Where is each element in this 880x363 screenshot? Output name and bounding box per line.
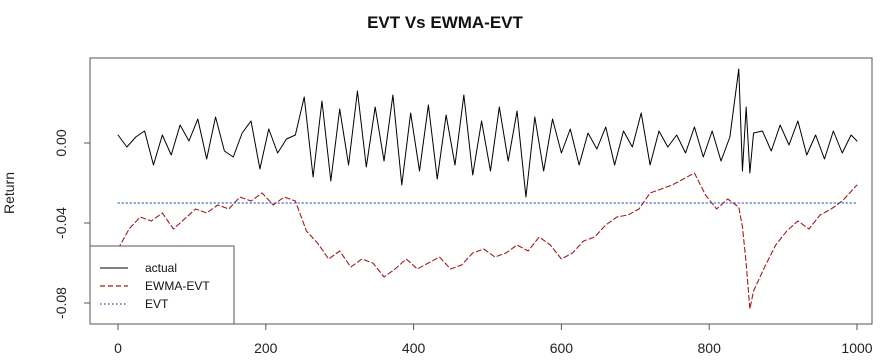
y-axis-tick-label: -0.08 (53, 287, 69, 319)
y-axis-tick-label: 0.00 (53, 129, 69, 156)
x-axis-tick-label: 600 (550, 340, 574, 356)
y-axis-label: Return (1, 172, 17, 214)
plot-border (89, 57, 873, 325)
x-axis: 0 200 400 600 800 1000 (114, 324, 873, 356)
series-line-ewma-evt (117, 172, 858, 310)
legend-label-evt: EVT (145, 297, 169, 311)
legend-label-ewma-evt: EWMA-EVT (145, 279, 210, 293)
y-axis: 0.00 -0.04 -0.08 (53, 129, 90, 319)
x-axis-tick-label: 0 (114, 340, 122, 356)
series-layer (117, 68, 858, 310)
x-axis-tick-label: 400 (402, 340, 426, 356)
x-axis-tick-label: 1000 (841, 340, 872, 356)
legend-box (89, 245, 235, 325)
legend: actual EWMA-EVT EVT (89, 245, 235, 325)
chart-title: EVT Vs EWMA-EVT (367, 13, 523, 32)
x-axis-tick-label: 800 (698, 340, 722, 356)
series-line-actual (117, 68, 858, 198)
legend-label-actual: actual (145, 261, 177, 275)
x-axis-tick-label: 200 (254, 340, 278, 356)
y-axis-tick-label: -0.04 (53, 207, 69, 239)
